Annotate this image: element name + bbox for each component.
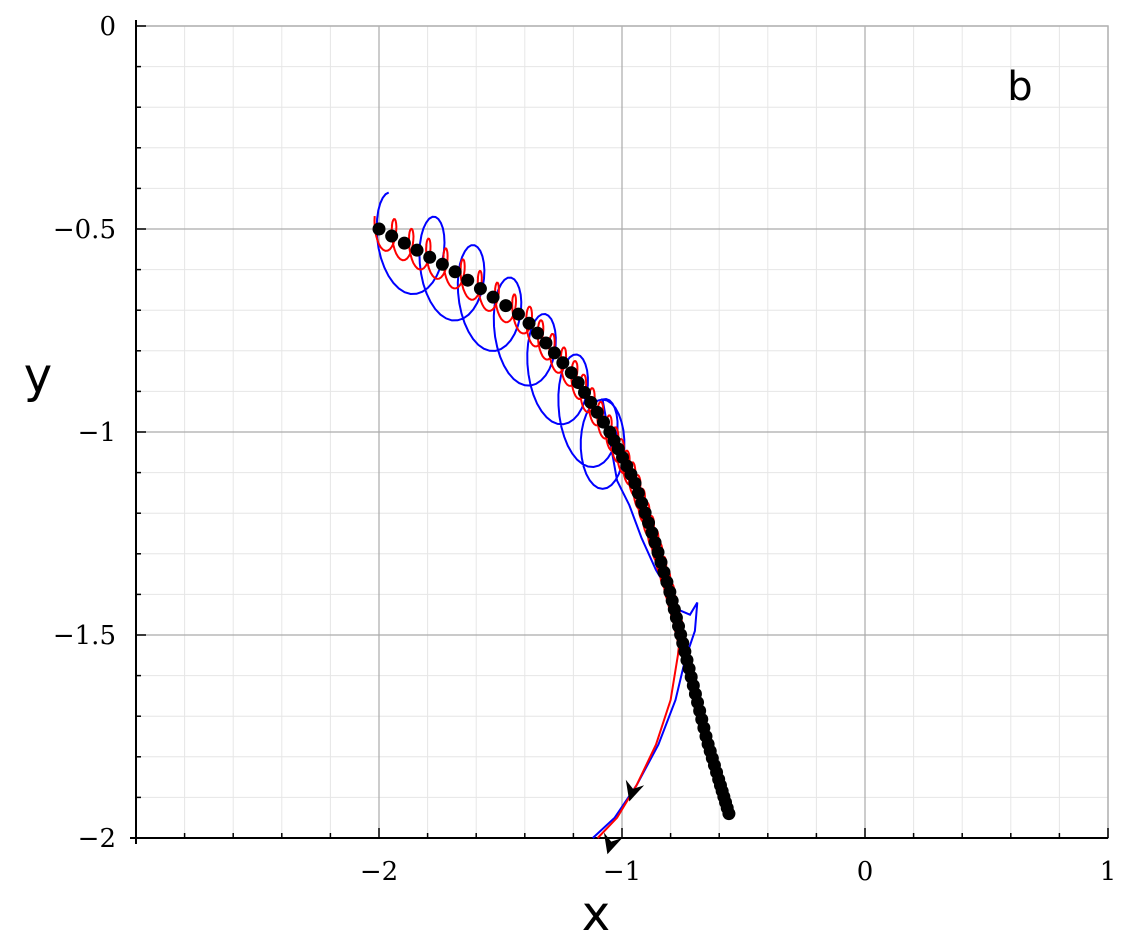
black-dot: [638, 506, 652, 520]
black-dot: [660, 575, 674, 589]
black-dot: [584, 395, 598, 409]
y-tick-label: 0: [99, 12, 116, 42]
panel-label: b: [1007, 64, 1032, 110]
black-dot: [410, 243, 424, 257]
black-dot: [645, 526, 659, 540]
black-dot: [628, 476, 642, 490]
black-dot: [571, 376, 585, 390]
black-dot: [530, 326, 544, 340]
black-dot: [473, 282, 487, 296]
black-dot: [435, 257, 449, 271]
black-dot: [461, 273, 475, 287]
y-tick-labels: 0 −0.5 −1 −1.5 −2: [53, 12, 116, 854]
x-tick-label: 1: [1100, 857, 1117, 887]
y-tick-label: −1.5: [53, 621, 116, 651]
x-tick-label: 0: [857, 857, 874, 887]
series-black-dots: [372, 222, 736, 821]
y-axis-title: y: [24, 348, 52, 404]
direction-arrow: [625, 779, 645, 802]
black-dot: [522, 316, 536, 330]
x-tick-label: −2: [360, 857, 398, 887]
black-dot: [499, 299, 513, 313]
black-dot: [651, 545, 665, 559]
black-dot: [385, 229, 399, 243]
black-dot: [564, 366, 578, 380]
red-trajectory-line: [373, 216, 687, 839]
y-tick-label: −1: [78, 418, 116, 448]
black-dot: [657, 565, 671, 579]
direction-arrow: [603, 832, 623, 855]
black-dot: [635, 496, 649, 510]
x-axis-title: x: [582, 886, 610, 938]
y-tick-label: −0.5: [53, 215, 116, 245]
black-dot: [539, 336, 553, 350]
black-dot: [397, 236, 411, 250]
x-tick-label: −1: [603, 857, 641, 887]
black-dot: [577, 385, 591, 399]
black-dot: [448, 265, 462, 279]
black-dot: [654, 555, 668, 569]
black-dot: [511, 307, 525, 321]
direction-arrows: [603, 779, 645, 855]
axes: [130, 20, 1109, 844]
black-dot: [597, 415, 611, 429]
black-dot: [631, 486, 645, 500]
black-dot: [372, 222, 386, 236]
black-dot: [486, 290, 500, 304]
black-dot: [423, 250, 437, 264]
black-dot: [590, 405, 604, 419]
black-dot: [722, 807, 736, 821]
series-red-trajectory: [373, 216, 687, 839]
black-dot: [556, 356, 570, 370]
black-dot: [648, 536, 662, 550]
y-tick-label: −2: [78, 824, 116, 854]
black-dot: [642, 516, 656, 530]
x-tick-labels: −2 −1 0 1: [360, 857, 1116, 887]
black-dot: [547, 346, 561, 360]
